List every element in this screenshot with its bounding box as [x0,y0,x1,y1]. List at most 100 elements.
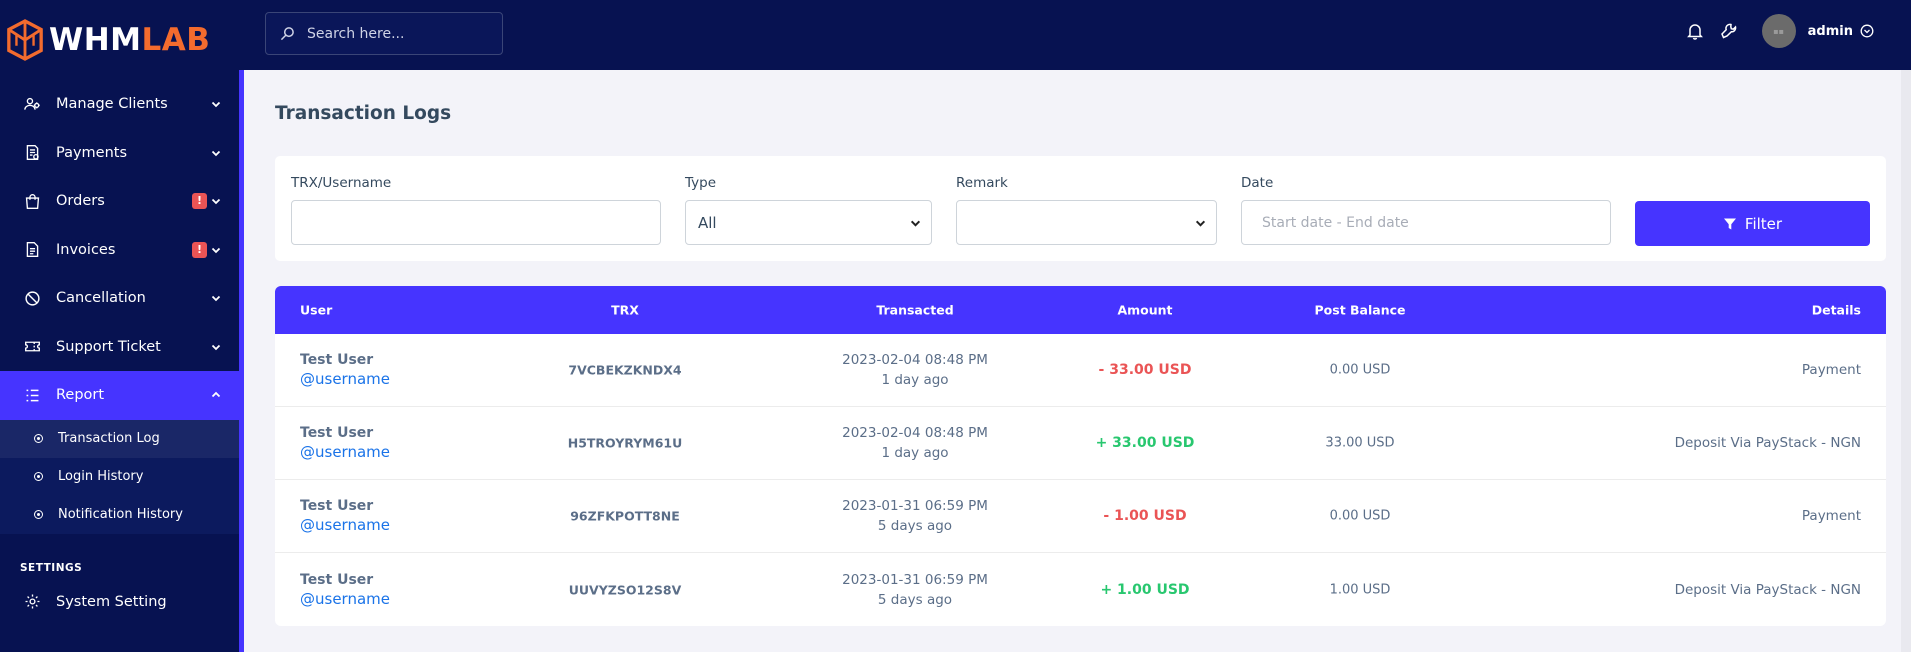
remark-select[interactable] [956,200,1217,245]
chevron-down-icon [211,247,221,254]
transacted-ago: 5 days ago [877,518,953,534]
date-filter-group: Date Start date - End date [1241,175,1611,245]
user-cell: Test User @username [300,425,390,461]
transacted-date: 2023-01-31 06:59 PM [842,498,988,514]
brand-logo[interactable]: WHMLAB [0,0,243,80]
bullet-icon [34,472,43,481]
shopping-bag-icon [22,191,42,211]
col-header-details: Details [1811,302,1861,318]
sidebar-item-login-history[interactable]: Login History [0,458,243,496]
amount-cell: + 33.00 USD [1095,435,1195,451]
sidebar-item-label: Invoices [56,241,116,258]
post-balance-cell: 0.00 USD [1329,508,1391,524]
sidebar-item-notification-history[interactable]: Notification History [0,496,243,534]
sidebar-item-label: Manage Clients [56,96,168,113]
sidebar-item-support-ticket[interactable]: Support Ticket [0,323,243,372]
table-row: Test User @username UUVYZSO12S8V 2023-01… [275,553,1886,626]
page-scrollbar[interactable] [1901,70,1911,652]
user-fullname: Test User [300,425,374,441]
sidebar-item-manage-clients[interactable]: Manage Clients [0,80,243,129]
topbar: Search here... ▪▪ admin [243,0,1911,70]
transacted-cell: 2023-01-31 06:59 PM 5 days ago [825,570,1005,610]
details-cell: Payment [1801,362,1861,378]
chevron-down-icon [1195,220,1206,227]
chevron-down-icon [211,102,221,108]
transacted-date: 2023-01-31 06:59 PM [842,571,988,588]
trx-cell: 96ZFKPOTT8NE [570,508,680,524]
post-balance-cell: 33.00 USD [1325,435,1395,451]
sidebar-item-transaction-log[interactable]: Transaction Log [0,419,243,458]
gear-icon [22,592,42,612]
transacted-ago: 1 day ago [881,445,949,461]
username-link[interactable]: @username [300,370,390,388]
chevron-down-circle-icon[interactable] [1860,24,1874,38]
sidebar-item-cancellation[interactable]: Cancellation [0,274,243,323]
document-icon [22,240,42,260]
ticket-icon [22,337,42,357]
chevron-down-icon [211,344,221,351]
settings-section-heading: SETTINGS [20,561,83,574]
search-placeholder: Search here... [307,25,405,42]
col-header-trx: TRX [611,302,639,318]
transacted-cell: 2023-02-04 08:48 PM 1 day ago [825,423,1005,463]
user-name[interactable]: admin [1807,23,1853,39]
table-header: User TRX Transacted Amount Post Balance … [275,286,1886,334]
trx-cell: 7VCBEKZKNDX4 [568,362,682,378]
table-row: Test User @username H5TROYRYM61U 2023-02… [275,407,1886,480]
alert-badge: ! [192,193,207,210]
date-range-input[interactable]: Start date - End date [1241,200,1611,245]
details-cell: Deposit Via PayStack - NGN [1674,435,1861,451]
amount-cell: - 1.00 USD [1103,508,1187,524]
username-link[interactable]: @username [300,443,390,461]
sidebar-item-invoices[interactable]: Invoices ! [0,226,243,275]
col-header-transacted: Transacted [876,302,954,318]
sidebar-menu: Manage Clients Payments Orders ! Invoice… [0,80,243,624]
users-cog-icon [22,94,42,114]
page-title: Transaction Logs [275,103,452,124]
bell-icon[interactable] [1686,22,1704,40]
username-link[interactable]: @username [300,516,390,534]
sidebar-item-label: System Setting [56,593,167,610]
col-header-amount: Amount [1117,302,1173,318]
type-filter-group: Type All [685,175,932,245]
user-fullname: Test User [300,571,374,588]
sidebar-item-label: Report [56,387,105,404]
list-icon [22,385,42,405]
amount-cell: + 1.00 USD [1100,581,1190,598]
type-select-value: All [698,213,717,232]
user-cell: Test User @username [300,352,390,388]
avatar[interactable]: ▪▪ [1761,14,1796,48]
remark-filter-group: Remark [956,175,1217,245]
transacted-date: 2023-02-04 08:48 PM [842,352,988,368]
sidebar-scrollbar[interactable] [239,70,244,652]
username-link[interactable]: @username [300,589,390,608]
sidebar-item-report[interactable]: Report [0,371,243,420]
trx-cell: UUVYZSO12S8V [568,582,682,597]
search-input[interactable]: Search here... [265,12,503,55]
type-filter-label: Type [685,175,717,191]
sidebar-item-label: Cancellation [56,290,146,307]
wrench-icon[interactable] [1720,22,1738,40]
sidebar-item-system-setting[interactable]: System Setting [0,580,243,624]
filter-button-label: Filter [1744,214,1783,233]
type-select[interactable]: All [685,200,932,245]
ban-icon [22,288,42,308]
trx-username-input[interactable] [291,200,661,245]
transacted-date: 2023-02-04 08:48 PM [842,425,988,441]
sidebar-item-orders[interactable]: Orders ! [0,177,243,226]
user-cell: Test User @username [300,498,390,534]
chevron-down-icon [910,220,921,227]
logo-cube-icon [7,19,43,61]
sidebar-item-payments[interactable]: Payments [0,129,243,178]
filter-button[interactable]: Filter [1635,201,1870,246]
transacted-ago: 5 days ago [877,591,953,608]
chevron-down-icon [211,199,221,205]
sidebar-subitem-label: Transaction Log [58,431,160,446]
date-filter-label: Date [1241,175,1274,191]
bullet-icon [34,434,43,443]
sidebar-subitem-label: Login History [58,469,144,484]
chevron-down-icon [211,150,221,157]
transactions-table: User TRX Transacted Amount Post Balance … [275,286,1886,626]
remark-filter-label: Remark [956,175,1008,191]
transacted-cell: 2023-02-04 08:48 PM 1 day ago [825,350,1005,390]
